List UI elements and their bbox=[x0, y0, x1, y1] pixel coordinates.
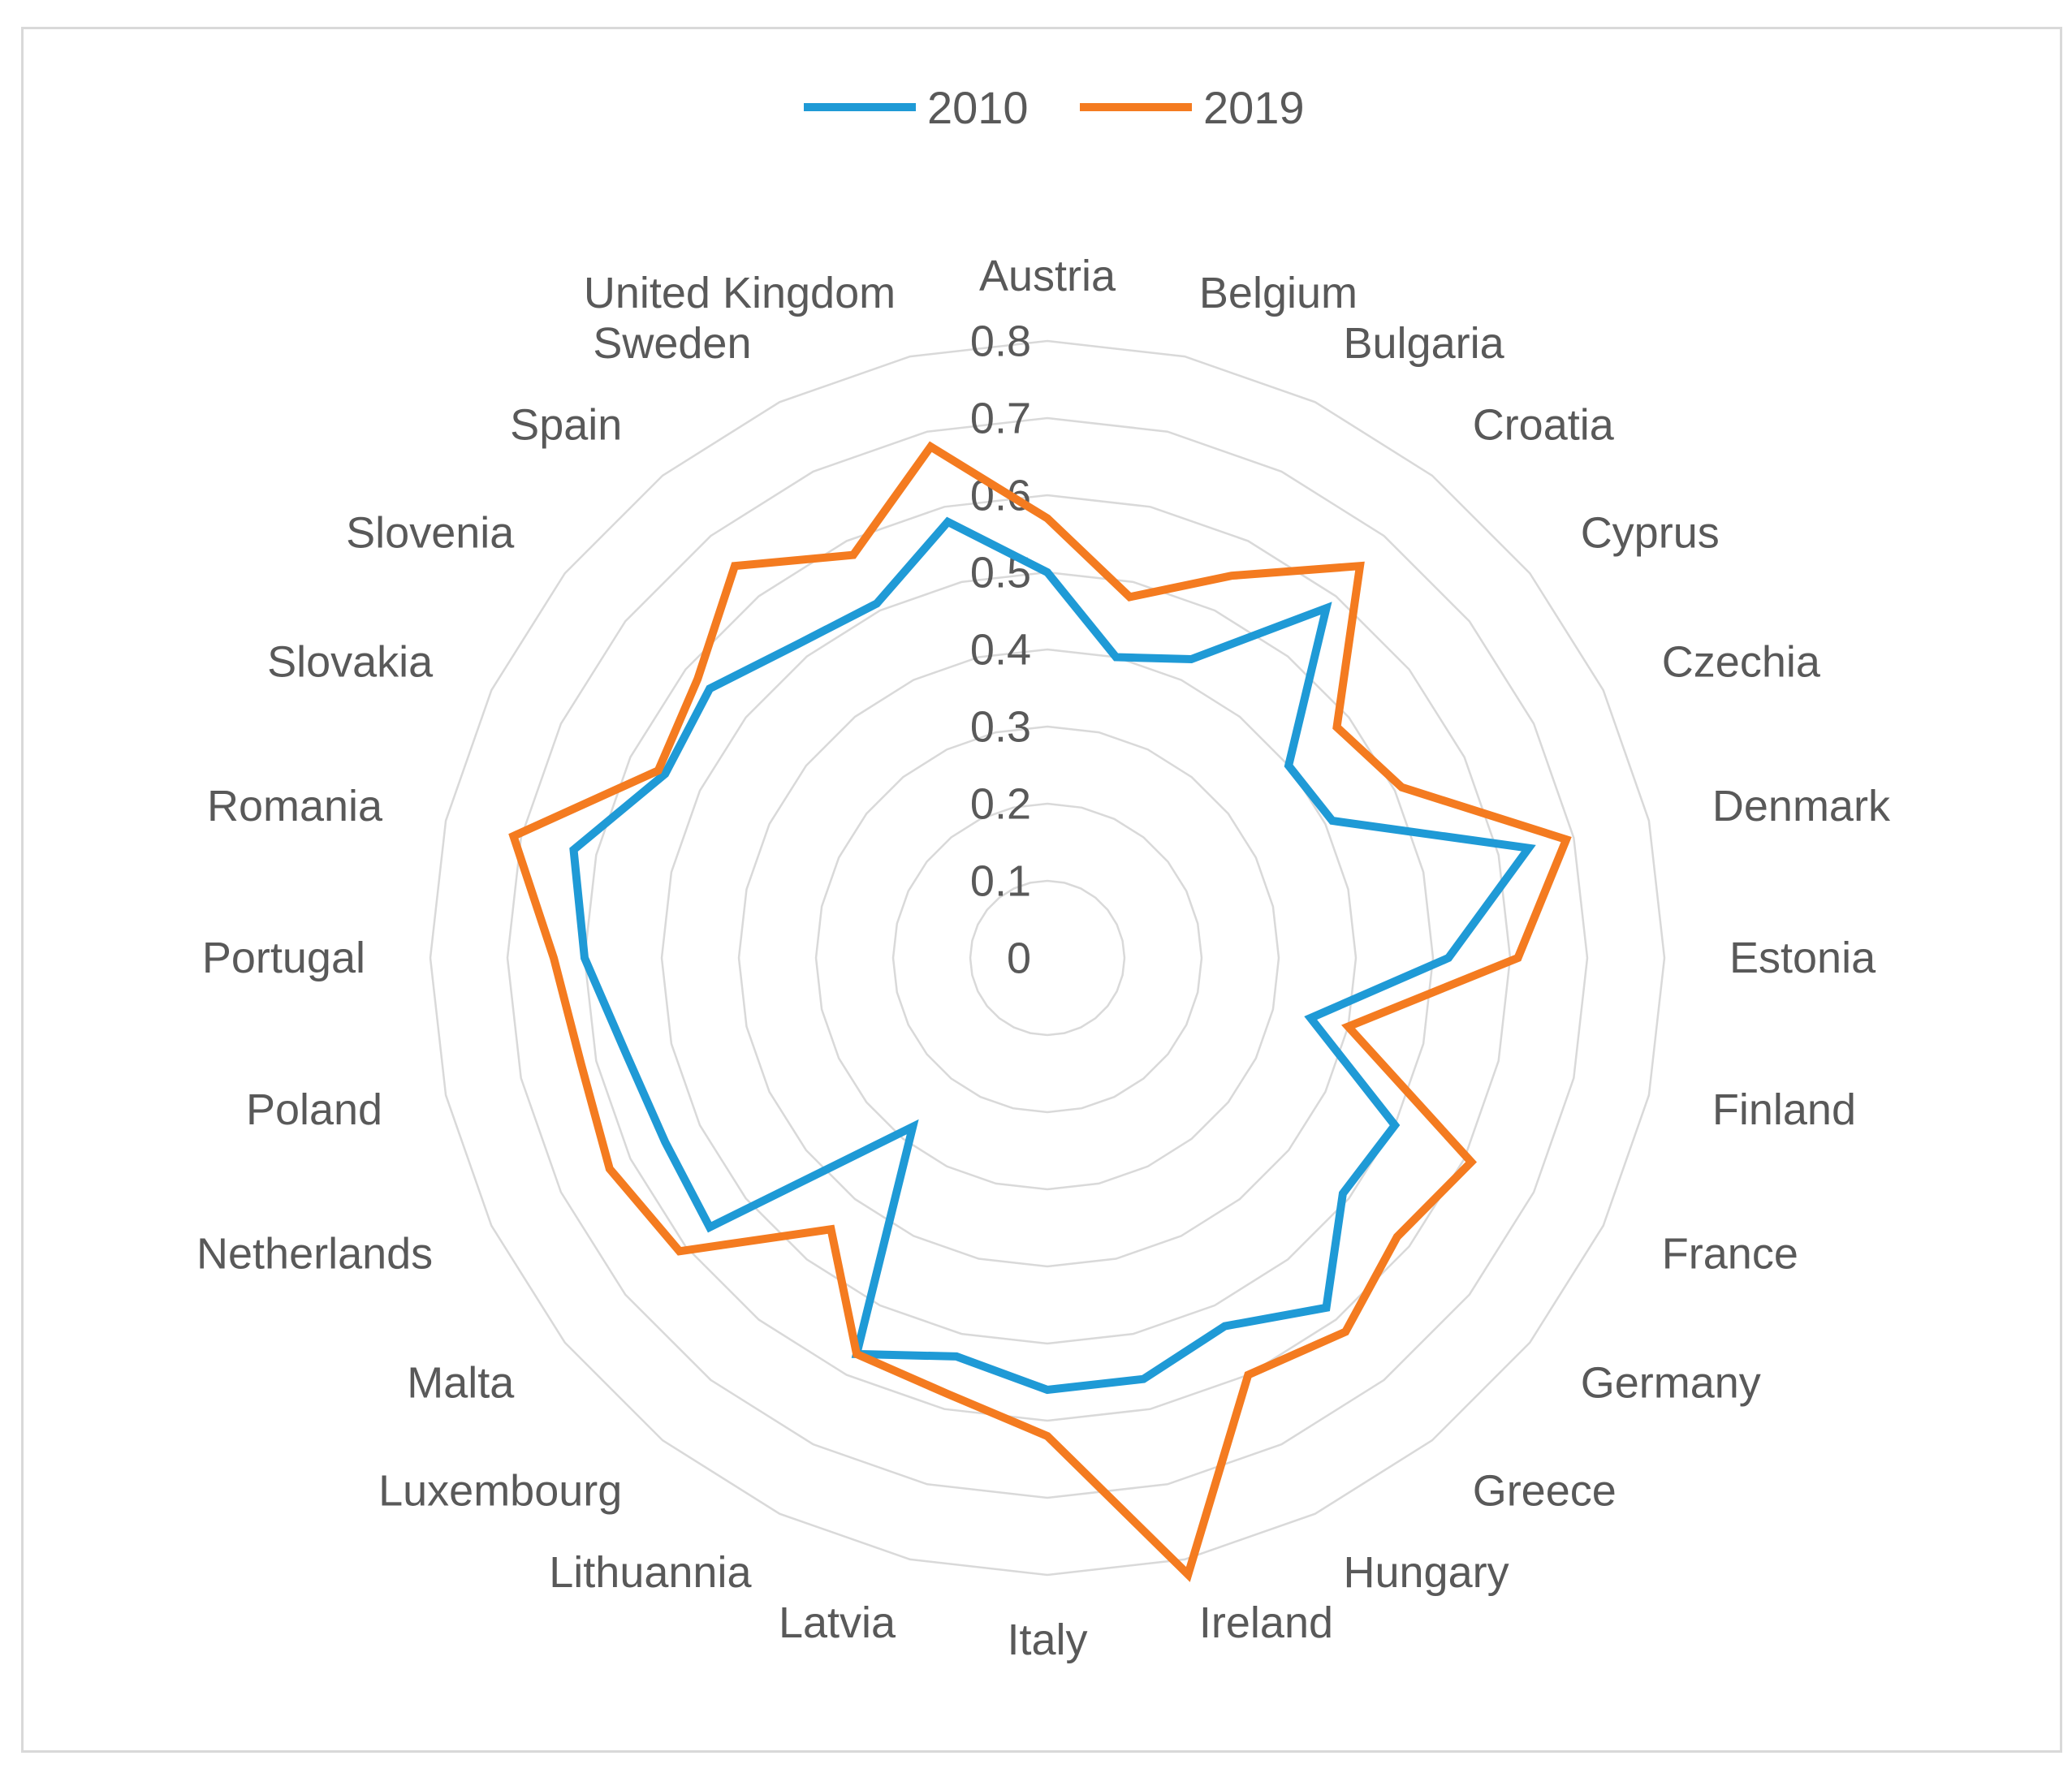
series-layer bbox=[508, 441, 1572, 1582]
category-label: Croatia bbox=[1473, 400, 1615, 449]
category-label: Ireland bbox=[1199, 1598, 1333, 1647]
grid-ring-0.7 bbox=[506, 416, 1589, 1499]
category-label: Denmark bbox=[1712, 782, 1891, 830]
category-label: France bbox=[1662, 1230, 1798, 1279]
category-label: Czechia bbox=[1662, 638, 1821, 687]
category-label: Belgium bbox=[1199, 269, 1358, 317]
legend: 2010 2019 bbox=[804, 82, 1305, 133]
series-2010-line bbox=[569, 516, 1536, 1395]
grid-ring-0.2 bbox=[891, 802, 1203, 1114]
category-label: Germany bbox=[1581, 1359, 1761, 1408]
category-label: Greece bbox=[1473, 1467, 1617, 1516]
tick-label: 0.4 bbox=[970, 625, 1031, 674]
grid-ring-0.5 bbox=[660, 571, 1435, 1345]
category-label: Finland bbox=[1712, 1085, 1856, 1134]
tick-label: 0.7 bbox=[970, 394, 1031, 442]
category-label: United Kingdom bbox=[584, 269, 896, 317]
category-label: Malta bbox=[407, 1359, 515, 1408]
category-label: Sweden bbox=[593, 319, 751, 368]
category-label: Slovenia bbox=[346, 508, 515, 557]
category-label: Netherlands bbox=[196, 1230, 433, 1279]
grid-ring-0.6 bbox=[583, 494, 1512, 1422]
category-label: Portugal bbox=[202, 934, 365, 982]
category-label: Hungary bbox=[1344, 1548, 1509, 1597]
legend-label-2010: 2010 bbox=[927, 82, 1029, 133]
grid-ring-0.8 bbox=[429, 339, 1666, 1577]
grid-ring-0.1 bbox=[969, 879, 1126, 1037]
tick-label: 0.1 bbox=[970, 856, 1031, 905]
category-label: Italy bbox=[1007, 1616, 1087, 1664]
tick-labels: 00.10.20.30.40.50.60.70.8 bbox=[970, 317, 1031, 982]
category-label: Luxembourg bbox=[378, 1467, 622, 1516]
tick-label: 0.3 bbox=[970, 702, 1031, 751]
category-label: Bulgaria bbox=[1344, 319, 1505, 368]
category-label: Latvia bbox=[779, 1598, 896, 1647]
category-label: Slovakia bbox=[267, 638, 434, 687]
grid-ring-0.4 bbox=[737, 648, 1358, 1268]
category-label: Estonia bbox=[1729, 934, 1876, 982]
series-2019-line bbox=[508, 441, 1572, 1582]
tick-label: 0.2 bbox=[970, 779, 1031, 828]
tick-label: 0 bbox=[1007, 934, 1031, 982]
category-label: Romania bbox=[207, 782, 383, 830]
category-label: Poland bbox=[246, 1085, 382, 1134]
category-label: Lithuannia bbox=[549, 1548, 752, 1597]
category-label: Austria bbox=[979, 252, 1116, 300]
category-label: Cyprus bbox=[1581, 508, 1720, 557]
chart-frame bbox=[21, 27, 2062, 1753]
category-label: Spain bbox=[510, 400, 622, 449]
grid-ring-0.3 bbox=[814, 725, 1280, 1191]
tick-label: 0.8 bbox=[970, 317, 1031, 365]
legend-label-2019: 2019 bbox=[1203, 82, 1305, 133]
